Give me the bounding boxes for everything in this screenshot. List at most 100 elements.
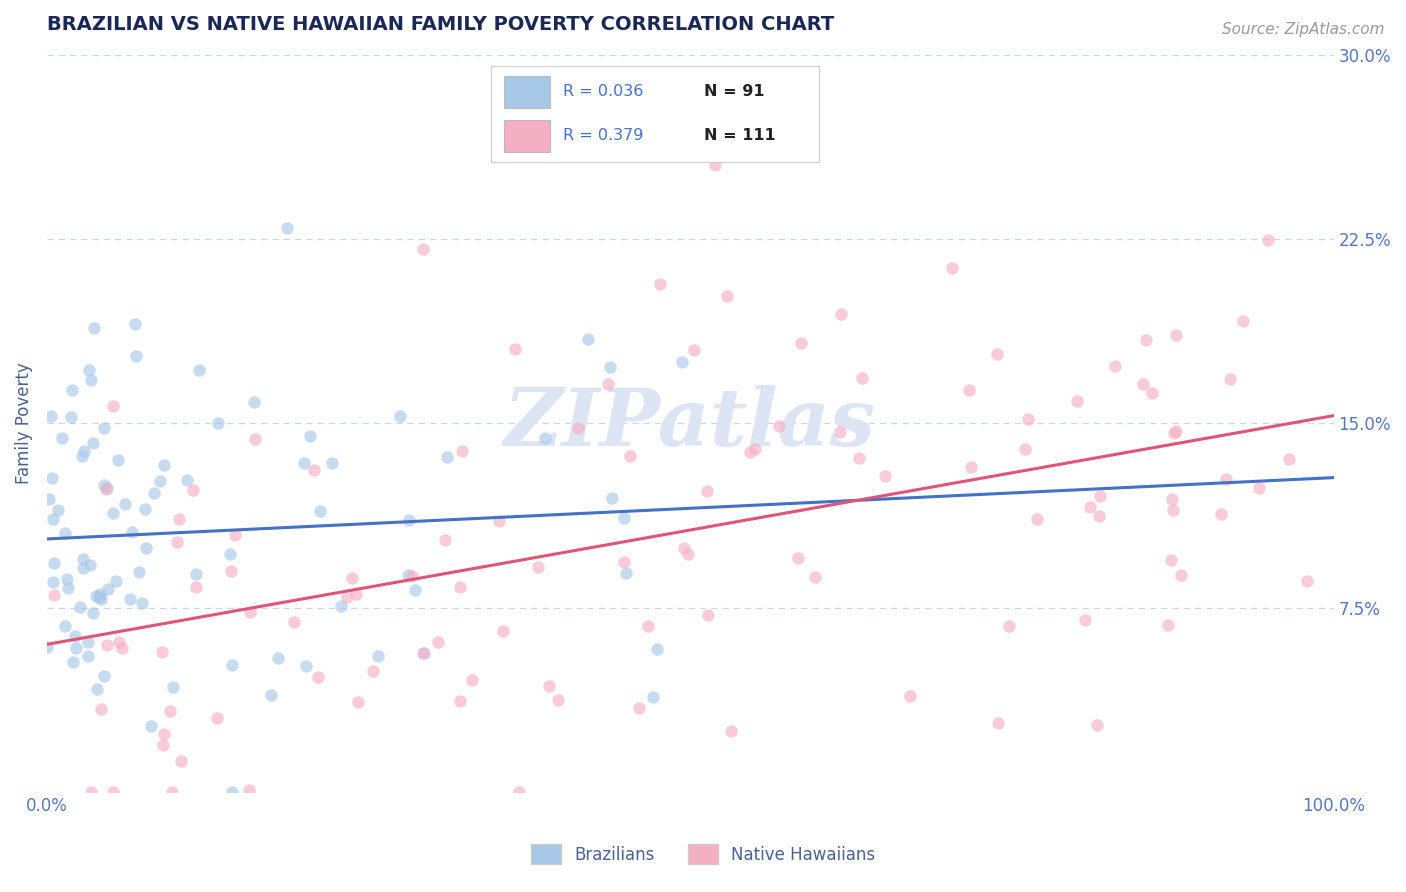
Point (1166, 424, 1188, 438)
Point (1104, 359, 1126, 374)
Point (412, 242, 434, 256)
Point (1014, 442, 1036, 456)
Point (60, 409, 83, 424)
Point (346, 695, 368, 709)
Point (492, 624, 515, 639)
Point (538, 680, 561, 694)
Point (96, 483, 118, 497)
Point (44, 556, 66, 570)
Point (1232, 314, 1254, 328)
Point (131, 597, 153, 611)
Point (80, 785, 103, 799)
Y-axis label: Family Poverty: Family Poverty (15, 362, 32, 484)
Point (1140, 386, 1163, 401)
Point (941, 260, 963, 275)
Point (396, 567, 419, 582)
Point (1249, 482, 1271, 496)
Point (828, 425, 851, 439)
Point (461, 673, 484, 687)
Point (1161, 492, 1184, 507)
Point (957, 383, 980, 397)
Point (612, 511, 634, 525)
Point (207, 417, 229, 431)
Point (600, 491, 623, 505)
Point (307, 670, 329, 684)
Point (900, 690, 922, 704)
Point (388, 409, 411, 423)
Point (567, 421, 589, 435)
Point (84, 589, 107, 603)
Point (1161, 503, 1184, 517)
Point (62, 655, 84, 669)
Point (56, 572, 79, 586)
Legend: Brazilians, Native Hawaiians: Brazilians, Native Hawaiians (524, 838, 882, 871)
Point (321, 456, 343, 470)
Point (83, 320, 105, 334)
Point (671, 355, 693, 369)
Point (404, 582, 426, 597)
Point (65, 640, 87, 655)
Point (1257, 233, 1279, 247)
Point (412, 647, 434, 661)
Point (114, 497, 136, 511)
Point (1135, 333, 1157, 347)
Point (86, 682, 108, 697)
Point (124, 349, 146, 363)
Point (696, 484, 718, 499)
Point (128, 565, 150, 579)
Point (87, 590, 110, 604)
Point (401, 569, 423, 583)
Point (53, 619, 76, 633)
Point (1017, 412, 1039, 426)
Point (367, 648, 389, 663)
Point (619, 449, 641, 463)
Point (436, 450, 458, 464)
Point (672, 541, 695, 555)
Point (298, 428, 321, 442)
Point (1090, 489, 1112, 503)
Point (238, 782, 260, 797)
Point (221, 785, 243, 799)
Point (503, 342, 526, 356)
Point (69, 600, 91, 615)
Point (330, 599, 353, 613)
Point (80, 373, 103, 387)
Point (613, 555, 636, 569)
Point (205, 711, 228, 725)
Point (427, 635, 450, 649)
Point (167, 512, 190, 526)
Point (107, 453, 129, 467)
Point (987, 716, 1010, 731)
Point (141, 719, 163, 733)
Point (720, 723, 742, 738)
Point (143, 486, 166, 500)
Point (276, 220, 298, 235)
Point (641, 690, 664, 705)
Point (336, 591, 359, 605)
Point (79, 558, 101, 572)
Point (42, 588, 65, 602)
Point (283, 615, 305, 629)
Point (648, 277, 671, 291)
Point (38, 492, 60, 507)
Point (527, 560, 550, 574)
Point (152, 458, 174, 472)
Point (242, 394, 264, 409)
Point (683, 343, 706, 357)
Point (169, 754, 191, 768)
Point (118, 592, 141, 607)
Point (260, 689, 283, 703)
Point (302, 463, 325, 477)
Point (1066, 394, 1088, 409)
Point (1170, 567, 1192, 582)
Point (1209, 507, 1232, 521)
Point (804, 570, 827, 584)
Point (1295, 574, 1317, 588)
Point (830, 307, 852, 321)
Point (1078, 500, 1101, 514)
Point (188, 363, 211, 377)
Point (56, 582, 79, 596)
Point (150, 645, 173, 659)
Point (41, 511, 63, 525)
Point (508, 785, 530, 799)
